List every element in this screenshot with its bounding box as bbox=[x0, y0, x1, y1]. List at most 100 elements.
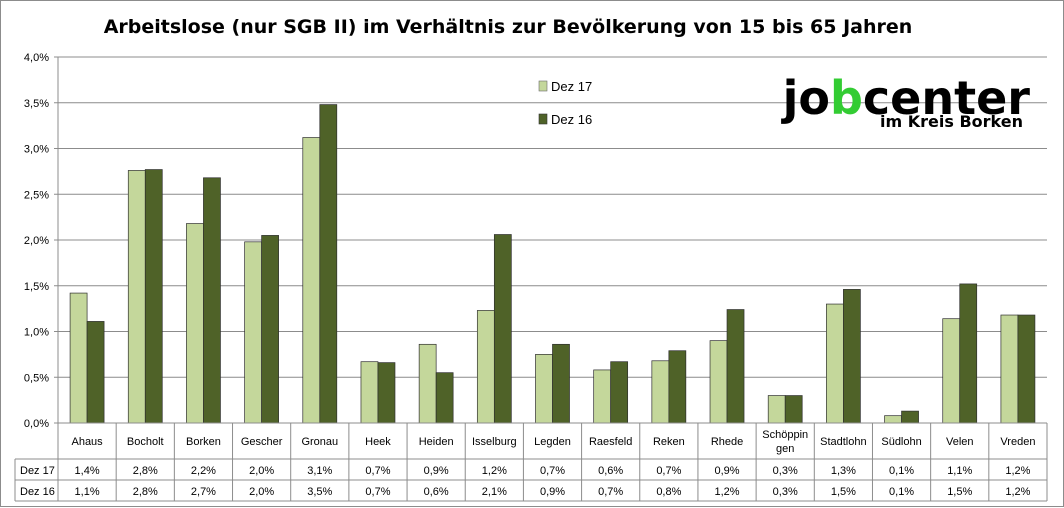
table-cell: 1,2% bbox=[482, 465, 507, 477]
table-cell: 0,6% bbox=[598, 465, 623, 477]
bar-dez-17-7 bbox=[476, 310, 495, 424]
bar-dez-17-16 bbox=[1000, 314, 1019, 424]
table-cell: 1,5% bbox=[831, 486, 856, 498]
table-cell: 0,1% bbox=[889, 486, 914, 498]
bar-dez-16-15 bbox=[959, 283, 978, 424]
table-cell: 0,7% bbox=[365, 486, 390, 498]
logo-wordmark: jobcenter bbox=[781, 71, 1031, 125]
bar-dez-17-12 bbox=[767, 395, 786, 424]
bar-dez-16-1 bbox=[144, 169, 163, 424]
bar-dez-16-14 bbox=[901, 410, 919, 424]
bar-dez-17-9 bbox=[593, 369, 612, 424]
category-label: Stadtlohn bbox=[820, 436, 866, 448]
bar-dez-16-10 bbox=[668, 350, 687, 424]
category-label: Heiden bbox=[419, 436, 454, 448]
category-label: Ahaus bbox=[71, 436, 103, 448]
gridlines bbox=[54, 56, 1047, 424]
data-table: Ahaus Bocholt Borken Gescher Gronau Heek Heide… bbox=[14, 422, 1048, 502]
bar-dez-17-0 bbox=[69, 292, 88, 424]
bar-dez-17-14 bbox=[884, 415, 902, 424]
legend: Dez 17 Dez 16 bbox=[538, 79, 592, 127]
category-label: Gronau bbox=[301, 436, 338, 448]
table-cell: 2,0% bbox=[249, 486, 274, 498]
bar-dez-16-2 bbox=[203, 177, 221, 424]
table-cell: 0,8% bbox=[656, 486, 681, 498]
logo-text-b: b bbox=[830, 71, 863, 125]
table-cell: 0,3% bbox=[773, 486, 798, 498]
category-label: Legden bbox=[534, 436, 571, 448]
y-tick-label: 4,0% bbox=[24, 52, 49, 64]
bar-dez-17-2 bbox=[186, 223, 204, 424]
chart-title: Arbeitslose (nur SGB II) im Verhältnis z… bbox=[104, 16, 913, 38]
y-tick-label: 0,0% bbox=[24, 418, 49, 430]
table-cell: 3,1% bbox=[307, 465, 332, 477]
bar-dez-16-9 bbox=[610, 361, 629, 424]
category-label: Raesfeld bbox=[589, 436, 632, 448]
table-cell: 0,9% bbox=[424, 465, 449, 477]
bar-dez-17-5 bbox=[360, 361, 379, 424]
table-cell: 0,3% bbox=[773, 465, 798, 477]
table-cell: 1,1% bbox=[947, 465, 972, 477]
category-label: Reken bbox=[653, 436, 685, 448]
table-cell: 2,8% bbox=[133, 486, 158, 498]
bar-dez-17-6 bbox=[418, 343, 437, 424]
table-cell: 1,3% bbox=[831, 465, 856, 477]
bar-dez-16-12 bbox=[784, 395, 803, 424]
bar-dez-17-3 bbox=[244, 241, 262, 424]
y-tick-label: 3,5% bbox=[24, 98, 49, 110]
table-cell: 1,5% bbox=[947, 486, 972, 498]
logo-text-start: jo bbox=[781, 71, 830, 125]
logo-subtitle: im Kreis Borken bbox=[880, 112, 1023, 131]
legend-swatch-dez-17 bbox=[538, 80, 548, 92]
table-cell: 1,4% bbox=[75, 465, 100, 477]
bar-dez-16-13 bbox=[843, 289, 861, 424]
table-cell: 0,1% bbox=[889, 465, 914, 477]
bar-dez-16-7 bbox=[493, 234, 512, 424]
legend-label-dez-17: Dez 17 bbox=[551, 79, 592, 94]
bar-dez-16-3 bbox=[261, 235, 279, 424]
category-label: Velen bbox=[946, 436, 974, 448]
category-label: Vreden bbox=[1000, 436, 1035, 448]
bar-dez-17-4 bbox=[302, 137, 321, 424]
jobcenter-logo: jobcenter im Kreis Borken bbox=[781, 71, 1031, 131]
table-cell: 0,7% bbox=[656, 465, 681, 477]
table-cell: 0,7% bbox=[540, 465, 565, 477]
y-tick-label: 1,5% bbox=[24, 281, 49, 293]
bar-dez-16-11 bbox=[726, 309, 745, 424]
y-axis-ticks: 0,0% 0,5% 1,0% 1,5% 2,0% 2,5% 3,0% 3,5% 4,0% bbox=[24, 52, 49, 430]
y-tick-label: 2,0% bbox=[24, 235, 49, 247]
table-cell: 2,1% bbox=[482, 486, 507, 498]
category-label: Schöppin bbox=[762, 429, 808, 441]
bar-dez-16-5 bbox=[377, 362, 396, 424]
table-cell: 2,8% bbox=[133, 465, 158, 477]
table-cell: 0,7% bbox=[365, 465, 390, 477]
category-label: Rhede bbox=[711, 436, 743, 448]
table-cell: 0,9% bbox=[714, 465, 739, 477]
bar-dez-16-6 bbox=[435, 372, 454, 424]
category-label: gen bbox=[776, 443, 794, 455]
y-tick-label: 3,0% bbox=[24, 144, 49, 156]
table-cell: 1,2% bbox=[1005, 486, 1030, 498]
legend-swatch-dez-16 bbox=[538, 113, 548, 125]
category-label: Heek bbox=[365, 436, 391, 448]
bar-dez-17-13 bbox=[826, 303, 844, 424]
table-row-header: Dez 16 bbox=[20, 486, 55, 498]
category-label: Südlohn bbox=[881, 436, 921, 448]
table-row-header: Dez 17 bbox=[20, 465, 55, 477]
bar-dez-16-4 bbox=[319, 104, 338, 424]
category-label: Gescher bbox=[241, 436, 283, 448]
y-tick-label: 2,5% bbox=[24, 189, 49, 201]
category-label: Borken bbox=[186, 436, 221, 448]
table-cell: 2,0% bbox=[249, 465, 274, 477]
bar-dez-17-1 bbox=[127, 170, 146, 424]
legend-label-dez-16: Dez 16 bbox=[551, 112, 592, 127]
logo-text-end: center bbox=[863, 71, 1030, 125]
table-cell: 1,1% bbox=[75, 486, 100, 498]
table-cell: 0,6% bbox=[424, 486, 449, 498]
bar-dez-17-15 bbox=[942, 318, 961, 424]
bar-dez-16-8 bbox=[552, 343, 570, 424]
y-tick-label: 0,5% bbox=[24, 372, 49, 384]
table-cell: 1,2% bbox=[714, 486, 739, 498]
